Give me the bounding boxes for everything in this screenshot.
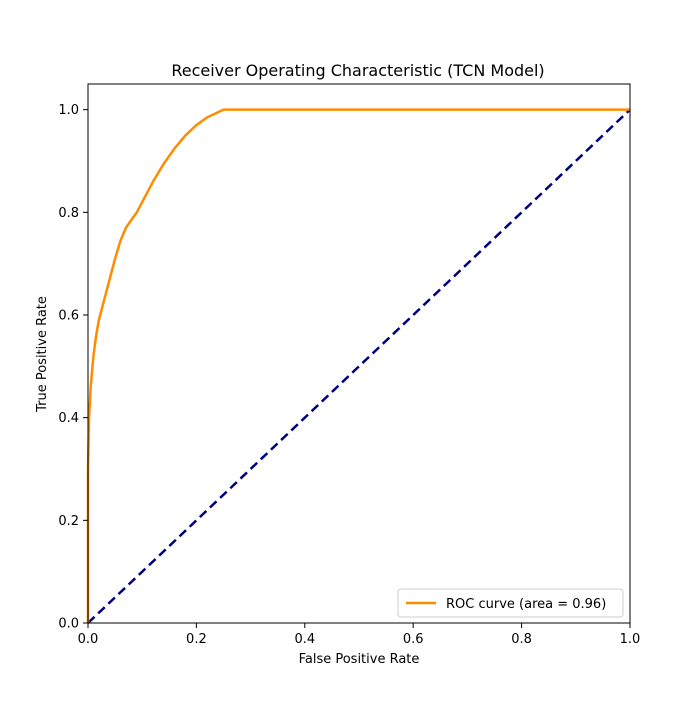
plot-area bbox=[88, 84, 630, 623]
y-axis-label: True Positive Rate bbox=[35, 296, 50, 413]
x-tick-label: 0.4 bbox=[294, 632, 315, 647]
legend: ROC curve (area = 0.96) bbox=[397, 588, 624, 618]
x-tick-label: 0.2 bbox=[186, 632, 207, 647]
x-axis-ticks: 0.0 0.2 0.4 0.6 0.8 1.0 bbox=[78, 623, 641, 647]
y-tick-label: 0.2 bbox=[58, 514, 79, 529]
x-tick-label: 0.0 bbox=[78, 632, 99, 647]
y-tick-label: 0.4 bbox=[58, 411, 79, 426]
x-axis-label: False Positive Rate bbox=[299, 652, 420, 667]
legend-label-roc: ROC curve (area = 0.96) bbox=[446, 597, 606, 612]
x-tick-label: 1.0 bbox=[620, 632, 641, 647]
legend-box bbox=[397, 588, 624, 618]
series-layer bbox=[86, 108, 631, 624]
y-tick-label: 0.0 bbox=[58, 617, 79, 632]
y-tick-label: 0.6 bbox=[58, 309, 79, 324]
chance-diagonal-line bbox=[87, 108, 631, 624]
plot-border bbox=[87, 83, 631, 624]
chart-title: Receiver Operating Characteristic (TCN M… bbox=[171, 61, 544, 80]
y-tick-label: 1.0 bbox=[58, 103, 79, 118]
x-tick-label: 0.6 bbox=[403, 632, 424, 647]
x-tick-label: 0.8 bbox=[511, 632, 532, 647]
roc-curve-line bbox=[86, 108, 630, 623]
y-axis-ticks: 0.0 0.2 0.4 0.6 0.8 1.0 bbox=[58, 103, 88, 632]
y-tick-label: 0.8 bbox=[58, 206, 79, 221]
